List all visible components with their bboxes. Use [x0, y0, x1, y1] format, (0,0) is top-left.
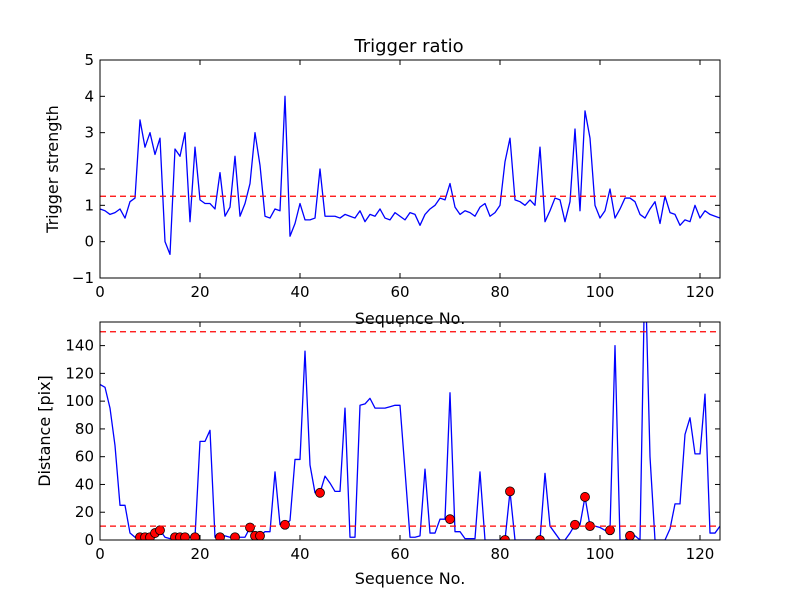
top-plot-area: [100, 95, 720, 256]
top-x-tick-label: 40: [290, 283, 309, 301]
bottom-marker-point: [605, 525, 615, 536]
bottom-marker-point: [570, 519, 580, 530]
bottom-marker-point: [255, 530, 265, 540]
bottom-x-axis-label: Sequence No.: [355, 569, 466, 588]
top-x-tick-label: 0: [95, 283, 105, 301]
bottom-y-tick-label: 100: [65, 392, 94, 410]
bottom-marker-point: [625, 530, 635, 540]
bottom-y-tick-label: 60: [75, 448, 94, 466]
bottom-marker-point: [180, 532, 190, 540]
bottom-x-tick-label: 60: [390, 545, 409, 563]
top-x-axis-label: Sequence No.: [355, 309, 466, 328]
top-y-tick-label: 2: [84, 160, 94, 178]
bottom-marker-point: [280, 519, 290, 530]
bottom-x-tick-label: 20: [190, 545, 209, 563]
bottom-y-axis-label: Distance [pix]: [35, 375, 54, 487]
top-x-tick-label: 80: [490, 283, 509, 301]
top-x-tick-label: 100: [586, 283, 615, 301]
bottom-marker-point: [535, 535, 545, 540]
top-x-tick-label: 20: [190, 283, 209, 301]
bottom-marker-point: [230, 532, 240, 540]
top-y-tick-label: 5: [84, 51, 94, 69]
bottom-y-tick-label: 140: [65, 337, 94, 355]
bottom-x-tick-label: 0: [95, 545, 105, 563]
bottom-x-tick-label: 80: [490, 545, 509, 563]
bottom-marker-point: [500, 535, 510, 540]
bottom-axes-frame: [99, 321, 721, 541]
bottom-y-tick-label: 20: [75, 503, 94, 521]
bottom-marker-point: [155, 525, 165, 536]
bottom-marker-point: [315, 487, 325, 498]
bottom-x-tick-label: 100: [586, 545, 615, 563]
bottom-chart: 0 20 40 60 80 100 120 0 20 40 60 80 100 120 140 Distan…: [35, 321, 721, 588]
bottom-marker-point: [580, 492, 590, 502]
bottom-marker-point: [445, 514, 455, 525]
top-y-tick-label: 0: [84, 233, 94, 251]
bottom-plot-area: [100, 322, 720, 540]
bottom-marker-point: [505, 486, 515, 497]
bottom-y-tick-label: 80: [75, 420, 94, 438]
bottom-y-tick-label: 40: [75, 475, 94, 493]
top-x-tick-label: 60: [390, 283, 409, 301]
bottom-y-tick-label: 0: [84, 531, 94, 549]
top-y-tick-label: 1: [84, 196, 94, 214]
bottom-marker-point: [245, 522, 255, 533]
top-x-tick-label: 120: [686, 283, 715, 301]
bottom-y-tick-label: 120: [65, 364, 94, 382]
bottom-ticks: 0 20 40 60 80 100 120 0 20 40 60 80 100 120 140: [65, 322, 720, 563]
bottom-series-line: [100, 322, 720, 540]
top-y-tick-label: −1: [72, 269, 94, 287]
top-series-line: [100, 95, 720, 256]
top-y-tick-label: 3: [84, 124, 94, 142]
top-y-tick-label: 4: [84, 87, 94, 105]
top-y-axis-label: Trigger strength: [43, 105, 62, 234]
bottom-x-tick-label: 40: [290, 545, 309, 563]
top-chart-title: Trigger ratio: [353, 36, 463, 57]
bottom-marker-point: [215, 532, 225, 540]
bottom-x-tick-label: 120: [686, 545, 715, 563]
